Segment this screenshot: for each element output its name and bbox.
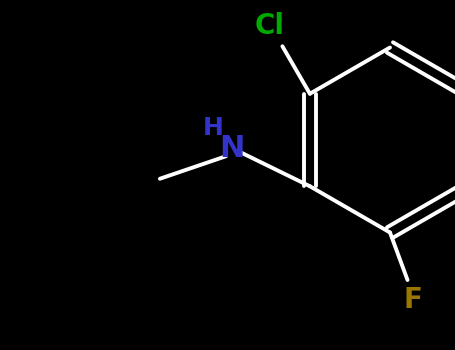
Text: H: H [203, 116, 224, 140]
Text: N: N [220, 134, 245, 163]
Text: F: F [403, 286, 422, 314]
Text: Cl: Cl [255, 12, 285, 40]
